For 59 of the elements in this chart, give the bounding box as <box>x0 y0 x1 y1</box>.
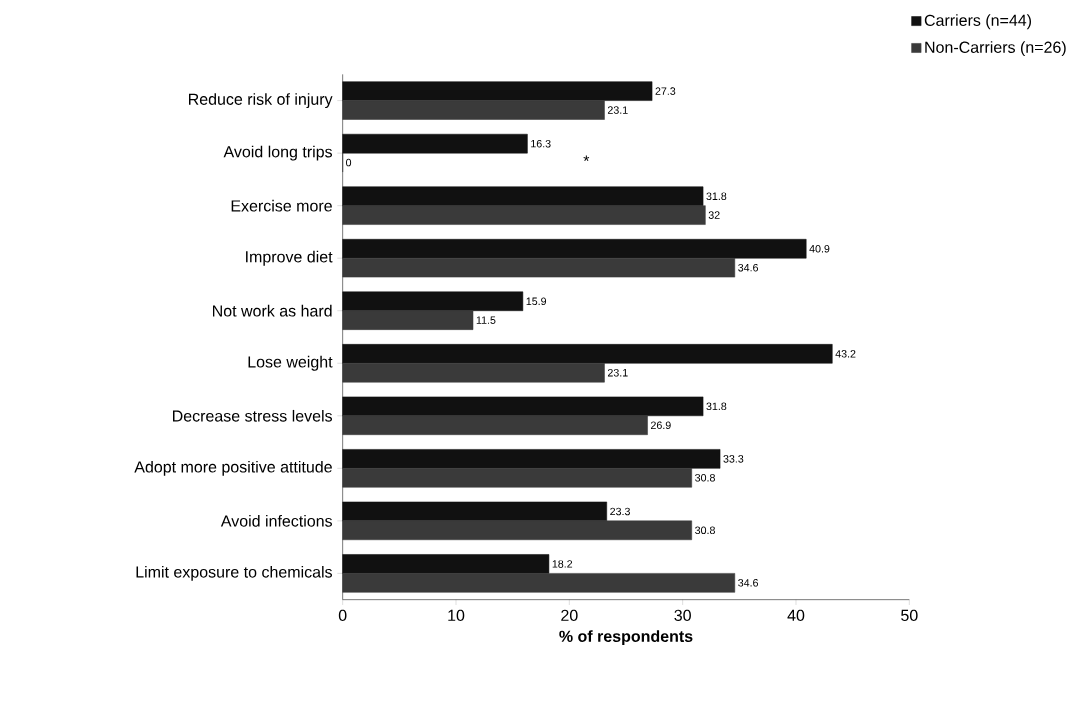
bar <box>342 415 648 435</box>
data-label: 40.9 <box>809 244 830 253</box>
bar <box>342 81 653 101</box>
bar <box>342 573 736 593</box>
legend-label: Carriers (n=44) <box>924 14 1032 30</box>
bar <box>342 554 550 574</box>
data-label: 23.3 <box>610 507 630 516</box>
bar <box>342 186 704 206</box>
y-tick-label: Limit exposure to chemicals <box>136 565 333 581</box>
y-tick-label: Not work as hard <box>213 304 332 317</box>
data-label: 23.1 <box>607 368 628 377</box>
bar <box>342 133 528 154</box>
data-label: 18.2 <box>552 560 573 568</box>
data-label: 15.9 <box>526 297 547 306</box>
bar <box>342 396 704 417</box>
bar <box>342 257 736 278</box>
y-tick-label: Avoid long trips <box>223 145 333 161</box>
bar <box>342 468 692 488</box>
bar <box>342 205 706 225</box>
x-tick-label: 10 <box>448 609 465 622</box>
data-label: 27.3 <box>655 87 676 95</box>
bar <box>342 239 807 259</box>
data-label: 32 <box>708 211 720 219</box>
y-tick-label: Exercise more <box>231 199 332 212</box>
x-axis-title: % of respondents <box>559 630 693 646</box>
bar <box>342 310 474 330</box>
bar <box>342 520 692 541</box>
data-label: 11.5 <box>476 316 496 324</box>
bar <box>342 362 605 383</box>
bar <box>342 291 524 311</box>
data-label: 30.8 <box>695 526 715 535</box>
x-tick-label: 0 <box>338 609 347 622</box>
x-tick-label: 40 <box>787 609 805 622</box>
data-label: 31.8 <box>706 402 727 411</box>
bar <box>342 449 721 469</box>
y-tick-label: Improve diet <box>246 250 333 266</box>
data-label: 43.2 <box>835 350 856 358</box>
bar <box>342 100 605 120</box>
data-label: 34.6 <box>738 263 759 272</box>
data-label: 23.1 <box>607 106 628 114</box>
data-label: 0 <box>346 158 352 167</box>
y-tick-label: Adopt more positive attitude <box>134 460 332 476</box>
x-tick-label: 30 <box>674 609 691 622</box>
x-tick-label: 50 <box>901 609 918 622</box>
data-label: 26.9 <box>651 421 671 430</box>
data-label: 31.8 <box>706 192 727 200</box>
bar <box>342 344 833 364</box>
data-label: 33.3 <box>723 455 744 463</box>
y-tick-label: Reduce risk of injury <box>189 93 333 109</box>
y-tick-label: Lose weight <box>248 355 333 371</box>
x-tick-label: 20 <box>561 609 578 622</box>
bar <box>342 501 608 522</box>
y-tick-label: Avoid infections <box>220 514 333 527</box>
annotation: * <box>583 155 590 162</box>
data-label: 16.3 <box>531 139 551 148</box>
y-tick-label: Decrease stress levels <box>173 409 333 422</box>
legend-label: Non-Carriers (n=26) <box>925 41 1066 57</box>
data-label: 34.6 <box>738 579 759 587</box>
data-label: 30.8 <box>695 474 715 482</box>
